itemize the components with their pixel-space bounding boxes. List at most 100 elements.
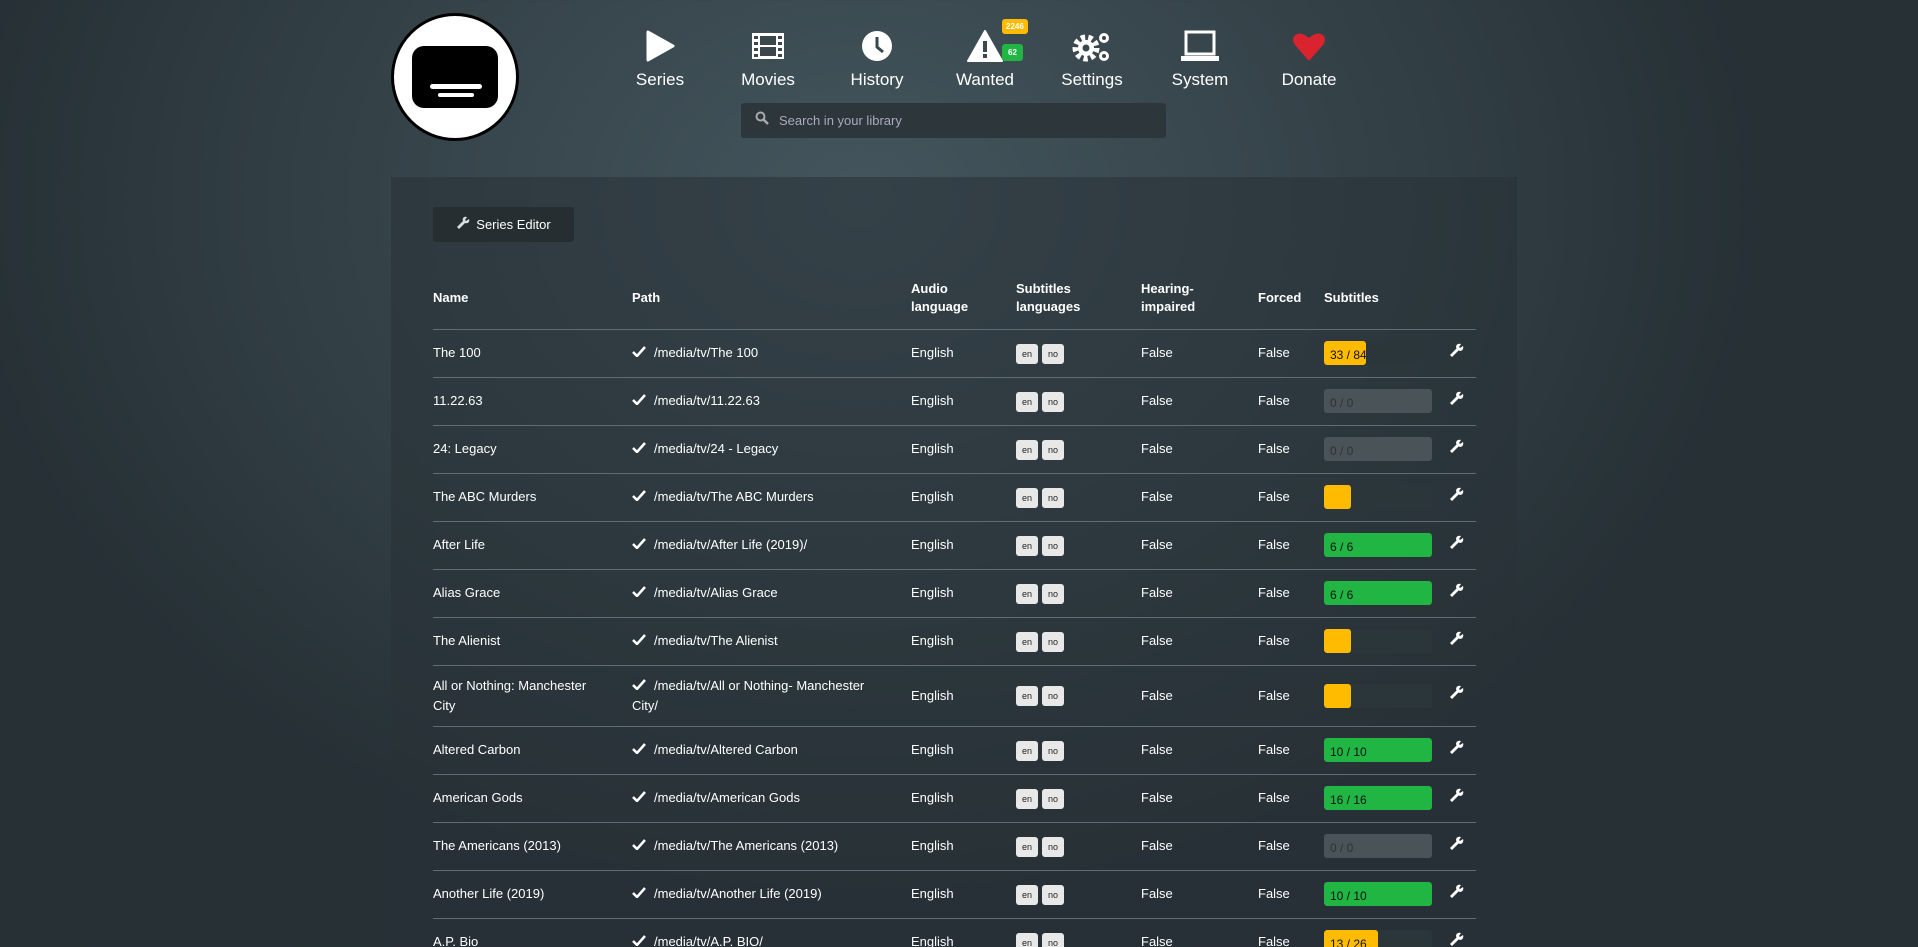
series-path: /media/tv/After Life (2019)/ (632, 520, 911, 569)
series-name[interactable]: The 100 (433, 328, 632, 377)
progress-bar: 13 / 26 (1324, 930, 1432, 947)
edit-series-wrench-icon[interactable] (1449, 884, 1464, 902)
table-row: Altered Carbon /media/tv/Altered Carbon … (433, 725, 1476, 774)
edit-series-wrench-icon[interactable] (1449, 740, 1464, 758)
film-icon (713, 28, 823, 64)
progress-bar: 33 / 84 (1324, 341, 1432, 365)
subtitle-languages: en no (1016, 725, 1141, 774)
search-box[interactable] (741, 103, 1166, 138)
edit-series-wrench-icon[interactable] (1449, 391, 1464, 409)
forced: False (1258, 869, 1324, 918)
check-icon (632, 537, 646, 552)
language-badge: en (1016, 487, 1039, 508)
edit-series-wrench-icon[interactable] (1449, 836, 1464, 854)
col-path[interactable]: Path (632, 289, 661, 305)
app-logo[interactable] (391, 13, 519, 141)
col-forced[interactable]: Forced (1258, 289, 1302, 305)
forced: False (1258, 520, 1324, 569)
nav-wanted[interactable]: Wanted 2246 62 (930, 19, 1040, 90)
col-hearing-impaired[interactable]: Hearing-impaired (1141, 280, 1196, 314)
audio-language: English (911, 472, 1016, 521)
nav-settings[interactable]: Settings (1037, 28, 1147, 90)
edit-series-wrench-icon[interactable] (1449, 685, 1464, 703)
series-table: Name Path Audio language Subtitles langu… (433, 267, 1476, 947)
audio-language: English (911, 773, 1016, 822)
subtitle-languages: en no (1016, 424, 1141, 473)
subtitles-progress: 0 / 0 (1324, 424, 1449, 473)
series-name[interactable]: 11.22.63 (433, 376, 632, 425)
series-name[interactable]: Another Life (2019) (433, 869, 632, 918)
progress-fill (1324, 738, 1432, 762)
edit-series-wrench-icon[interactable] (1449, 487, 1464, 505)
nav-donate[interactable]: Donate (1254, 28, 1364, 90)
forced: False (1258, 376, 1324, 425)
col-name[interactable]: Name (433, 289, 469, 305)
series-name[interactable]: After Life (433, 520, 632, 569)
edit-series-wrench-icon[interactable] (1449, 583, 1464, 601)
col-subtitles-languages[interactable]: Subtitles languages (1016, 280, 1081, 314)
subtitles-progress: 10 / 10 (1324, 725, 1449, 774)
hearing-impaired: False (1141, 773, 1258, 822)
nav-series[interactable]: Series (605, 28, 715, 90)
series-editor-label: Series Editor (476, 217, 551, 232)
content-panel: Series Editor Name Path Audio language S… (391, 177, 1517, 947)
nav-label: Wanted (956, 70, 1014, 89)
edit-series-wrench-icon[interactable] (1449, 788, 1464, 806)
progress-bar (1324, 485, 1432, 509)
edit-series-wrench-icon[interactable] (1449, 535, 1464, 553)
language-badge: no (1042, 631, 1065, 652)
edit-series-wrench-icon[interactable] (1449, 439, 1464, 457)
search-input[interactable] (779, 113, 1139, 128)
audio-language: English (911, 568, 1016, 617)
series-editor-button[interactable]: Series Editor (433, 207, 574, 242)
progress-bar: 16 / 16 (1324, 786, 1432, 810)
subtitles-progress: 0 / 0 (1324, 376, 1449, 425)
check-icon (632, 585, 646, 600)
series-name[interactable]: All or Nothing: Manchester City (433, 664, 632, 726)
language-badge: en (1016, 535, 1039, 556)
language-badge: no (1042, 740, 1065, 761)
table-row: Another Life (2019) /media/tv/Another Li… (433, 869, 1476, 918)
check-icon (632, 934, 646, 947)
series-name[interactable]: The Alienist (433, 616, 632, 665)
progress-fill (1324, 581, 1432, 605)
table-header: Name Path Audio language Subtitles langu… (433, 267, 1476, 329)
series-path: /media/tv/A.P. BIO/ (632, 917, 911, 947)
col-subtitles[interactable]: Subtitles (1324, 289, 1379, 305)
audio-language: English (911, 917, 1016, 947)
series-name[interactable]: The Americans (2013) (433, 821, 632, 870)
hearing-impaired: False (1141, 917, 1258, 947)
col-audio-language[interactable]: Audio language (911, 280, 969, 314)
logo-screen (412, 46, 498, 108)
series-name[interactable]: The ABC Murders (433, 472, 632, 521)
progress-text: 10 / 10 (1330, 889, 1367, 903)
forced: False (1258, 472, 1324, 521)
edit-series-wrench-icon[interactable] (1449, 343, 1464, 361)
language-badge: en (1016, 631, 1039, 652)
audio-language: English (911, 616, 1016, 665)
edit-series-wrench-icon[interactable] (1449, 932, 1464, 947)
hearing-impaired: False (1141, 616, 1258, 665)
nav-system[interactable]: System (1145, 28, 1255, 90)
language-badge: en (1016, 686, 1039, 706)
language-badge: no (1042, 788, 1065, 809)
series-name[interactable]: A.P. Bio (433, 917, 632, 947)
progress-text: 6 / 6 (1330, 588, 1354, 602)
edit-series-wrench-icon[interactable] (1449, 631, 1464, 649)
series-name[interactable]: American Gods (433, 773, 632, 822)
nav-label: Series (635, 70, 685, 89)
series-path: /media/tv/11.22.63 (632, 376, 911, 425)
table-row: 24: Legacy /media/tv/24 - Legacy English… (433, 424, 1476, 473)
nav-history[interactable]: History (822, 28, 932, 90)
progress-text: 16 / 16 (1330, 793, 1367, 807)
progress-bar: 6 / 6 (1324, 533, 1432, 557)
forced: False (1258, 821, 1324, 870)
series-name[interactable]: Altered Carbon (433, 725, 632, 774)
series-name[interactable]: Alias Grace (433, 568, 632, 617)
subtitles-progress: 16 / 16 (1324, 773, 1449, 822)
check-icon (632, 489, 646, 504)
nav-movies[interactable]: Movies (713, 28, 823, 90)
hearing-impaired: False (1141, 424, 1258, 473)
subtitle-languages: en no (1016, 568, 1141, 617)
series-name[interactable]: 24: Legacy (433, 424, 632, 473)
